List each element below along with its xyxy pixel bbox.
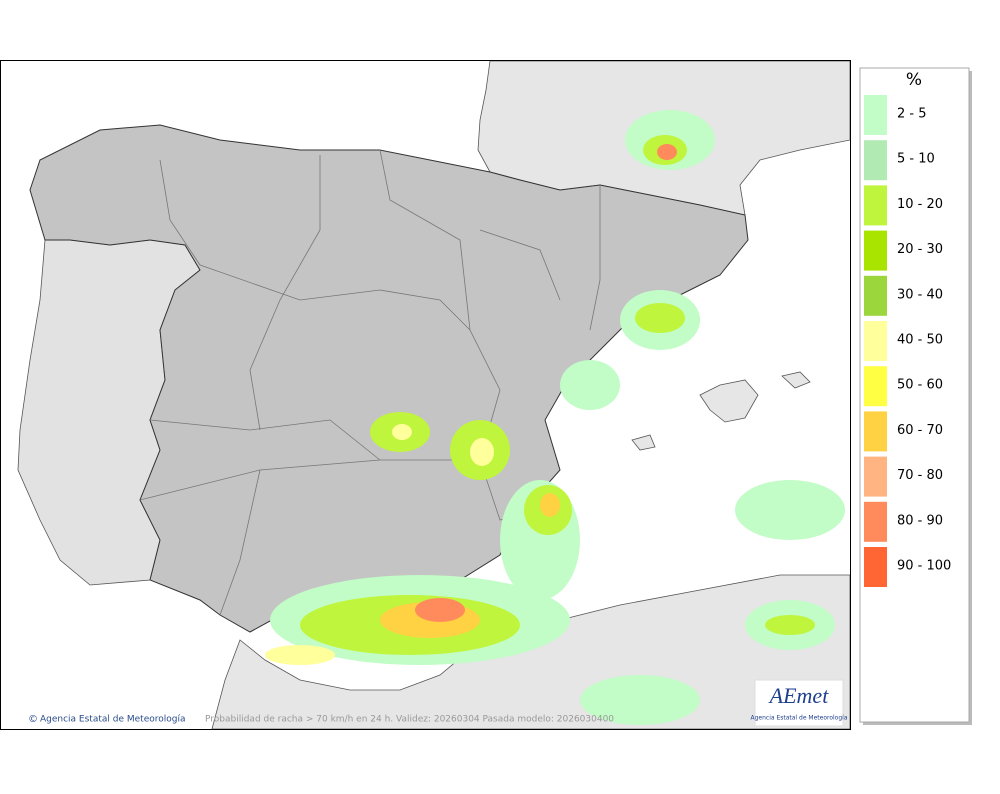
logo: AEmet: [768, 683, 830, 708]
island: [699, 379, 759, 423]
legend-swatch: [864, 547, 887, 587]
legend-label: 40 - 50: [897, 333, 943, 348]
legend-label: 50 - 60: [897, 378, 943, 393]
legend-swatch: [864, 501, 887, 542]
legend-label: 10 - 20: [897, 197, 943, 212]
legend-swatch: [864, 140, 887, 181]
legend-label: 20 - 30: [897, 242, 943, 257]
legend-label: 90 - 100: [897, 559, 951, 574]
legend-label: 80 - 90: [897, 513, 943, 528]
copyright-symbol: ©: [28, 714, 38, 725]
logo-box: [754, 679, 844, 727]
region-borders: [139, 149, 601, 616]
legend-swatch: [864, 275, 887, 316]
map: © Agencia Estatal de Meteorología Probab…: [1, 61, 850, 729]
legend-label: 70 - 80: [897, 468, 943, 483]
map-frame: [0, 60, 851, 730]
logo-subtitle: Agencia Estatal de Meteorología: [751, 715, 848, 722]
caption: Probabilidad de racha > 70 km/h en 24 h.…: [205, 715, 614, 725]
spain: [29, 124, 749, 633]
legend-swatch: [864, 95, 887, 135]
legend-swatch: [864, 366, 887, 407]
legend-swatch: [864, 321, 887, 361]
legend-swatch: [864, 185, 887, 226]
credit: Agencia Estatal de Meteorología: [40, 715, 186, 725]
island: [781, 371, 811, 389]
legend-swatch: [864, 456, 887, 497]
legend-swatch: [864, 230, 887, 271]
legend-title: %: [906, 70, 922, 90]
probability-areas: [265, 110, 845, 725]
legend-label: 2 - 5: [897, 107, 927, 122]
legend-items: 2 - 5 5 - 10 10 - 20 20 - 30 30 - 40 40 - 50 5…: [864, 95, 951, 587]
island: [631, 434, 656, 451]
legend-label: 30 - 40: [897, 287, 943, 302]
legend-label: 60 - 70: [897, 423, 943, 438]
legend-label: 5 - 10: [897, 152, 935, 167]
legend-swatch: [864, 411, 887, 452]
